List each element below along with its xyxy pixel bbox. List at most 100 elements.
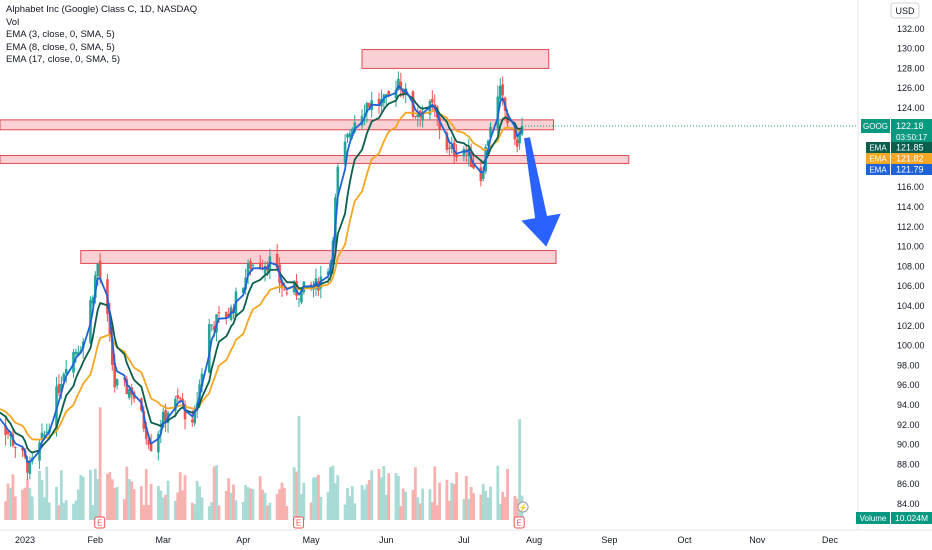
volume-bar — [348, 496, 352, 520]
x-tick-label: Jul — [458, 535, 470, 545]
volume-bar — [297, 415, 301, 520]
volume-bar — [11, 474, 15, 520]
ema-17-tag-value-bg — [891, 153, 932, 165]
volume-bar — [62, 502, 66, 520]
volume-bar — [285, 506, 289, 520]
legend-ema-17[interactable]: EMA (17, close, 0, SMA, 5) — [6, 54, 121, 65]
volume-bar — [193, 504, 197, 520]
candle-body — [377, 99, 381, 106]
volume-bar — [394, 473, 398, 520]
currency-box — [890, 2, 920, 19]
ema-8-tag-value-bg — [891, 164, 932, 176]
candle-body — [399, 81, 403, 91]
volume-bar — [506, 468, 509, 520]
volume-bar — [217, 505, 221, 520]
volume-bar — [26, 479, 29, 520]
volume-bar — [481, 483, 485, 520]
volume-bar — [380, 477, 383, 520]
candle-body — [217, 312, 221, 314]
time-axis[interactable]: 2023 Feb Mar Apr May Jun Jul Aug Sep Oct Nov Dec — [0, 529, 932, 545]
candle-body — [397, 78, 400, 90]
projection-arrow — [521, 137, 561, 247]
legend-ema-3[interactable]: EMA (3, close, 0, SMA, 5) — [6, 29, 115, 40]
y-tick-label: 124.00 — [897, 103, 925, 113]
x-tick-label: Mar — [155, 535, 171, 545]
volume-bar — [316, 474, 320, 520]
volume-bar — [212, 466, 216, 520]
volume-bar — [343, 504, 347, 520]
price-axis-bg — [858, 0, 932, 530]
volume-bar — [452, 484, 456, 520]
overlay-layer: E E E ⚡ — [94, 125, 858, 529]
legend-ema-8[interactable]: EMA (8, close, 0, SMA, 5) — [6, 41, 115, 53]
x-tick-label: Oct — [678, 535, 693, 545]
candle-body — [113, 362, 117, 388]
candle-body — [353, 122, 357, 132]
y-tick-label: 84.00 — [897, 499, 920, 509]
candle-body — [14, 447, 17, 449]
volume-bar — [346, 488, 349, 520]
candle-body — [45, 431, 49, 433]
earnings-marker-label: E — [97, 519, 102, 528]
last-price-value: 122.18 — [896, 121, 924, 131]
volume-bar — [181, 490, 185, 520]
earnings-marker — [513, 516, 525, 529]
volume-bar — [370, 470, 374, 520]
candle-body — [125, 379, 129, 395]
volume-bar — [300, 494, 303, 520]
y-tick-label: 126.00 — [897, 83, 925, 93]
volume-bar — [195, 480, 199, 520]
candle-body — [191, 419, 194, 423]
candle-body — [181, 398, 184, 402]
ema-17-tag-value: 121.82 — [896, 154, 924, 164]
volume-bar — [350, 486, 354, 520]
volume-bar — [207, 506, 211, 520]
volume-bar — [464, 475, 468, 520]
candle-body — [518, 130, 521, 144]
volume-bar — [455, 472, 458, 520]
volume-bar — [489, 486, 492, 520]
zone-rect — [0, 155, 630, 164]
volume-bar — [142, 505, 146, 520]
ema-3-tag-value: 121.85 — [896, 143, 924, 153]
price-axis[interactable]: USD 84.00 86.00 88.00 90.00 92.00 94.00 96.00 98… — [856, 0, 932, 530]
volume-bar — [178, 472, 182, 520]
volume-bar — [467, 498, 471, 520]
volume-bar — [280, 482, 284, 520]
volume-tag-value: 10.024M — [895, 513, 928, 523]
volume-bar — [6, 483, 10, 520]
candle-body — [144, 426, 148, 439]
volume-bar — [93, 468, 97, 520]
candle-body — [207, 324, 211, 373]
y-tick-label: 108.00 — [897, 261, 925, 271]
candle-body — [498, 85, 502, 100]
volume-bar — [309, 502, 313, 520]
y-tick-label: 116.00 — [897, 182, 924, 192]
y-tick-label: 94.00 — [897, 400, 920, 410]
volume-bar — [421, 488, 425, 520]
candle-body — [416, 114, 420, 118]
candle-body — [300, 288, 303, 303]
candle-body — [448, 147, 451, 149]
candle-body — [258, 262, 262, 268]
legend-title[interactable]: Alphabet Inc (Google) Class C, 1D, NASDA… — [6, 4, 198, 15]
candle-body — [96, 263, 100, 276]
candle-body — [246, 263, 250, 277]
volume-bar — [72, 503, 75, 520]
currency-label[interactable]: USD — [895, 6, 915, 16]
legend-vol[interactable]: Vol — [6, 16, 20, 28]
ema-8-tag-label: EMA — [869, 166, 887, 175]
volume-bar — [326, 492, 330, 520]
candle-body — [62, 373, 66, 382]
volume-bar — [399, 506, 403, 520]
y-tick-label: 114.00 — [897, 202, 924, 212]
ema-17-tag-label-bg — [866, 153, 890, 165]
symbol-tag — [861, 119, 890, 134]
candle-body — [283, 289, 286, 291]
volume-bar — [312, 477, 315, 520]
volume-bar — [59, 470, 63, 520]
candle-body — [127, 389, 131, 398]
lightning-icon — [517, 501, 529, 513]
volume-bar — [258, 476, 262, 520]
